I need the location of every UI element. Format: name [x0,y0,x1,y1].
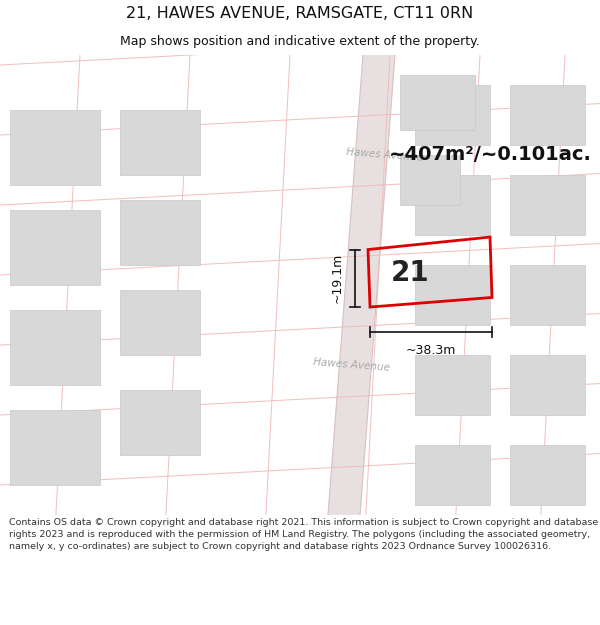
Bar [415,265,490,325]
Polygon shape [328,55,395,515]
Bar [415,175,490,235]
Bar [10,310,100,385]
Text: 21, HAWES AVENUE, RAMSGATE, CT11 0RN: 21, HAWES AVENUE, RAMSGATE, CT11 0RN [127,6,473,21]
Bar [510,85,585,145]
Bar [510,265,585,325]
Bar [120,390,200,455]
Bar [415,85,490,145]
Text: Hawes Avenue: Hawes Avenue [346,147,424,163]
Text: ~38.3m: ~38.3m [406,344,456,357]
Bar [120,200,200,265]
Bar [510,175,585,235]
Bar [10,410,100,485]
Text: ~19.1m: ~19.1m [331,253,343,303]
Bar [510,445,585,505]
Text: Map shows position and indicative extent of the property.: Map shows position and indicative extent… [120,35,480,48]
Text: Hawes Avenue: Hawes Avenue [313,357,391,373]
Bar [10,110,100,185]
Bar [400,75,475,130]
Bar [415,355,490,415]
Bar [120,290,200,355]
Text: 21: 21 [391,259,430,287]
Bar [120,110,200,175]
Text: ~407m²/~0.101ac.: ~407m²/~0.101ac. [389,146,592,164]
Bar [10,210,100,285]
Bar [400,155,460,205]
Bar [415,445,490,505]
Text: Contains OS data © Crown copyright and database right 2021. This information is : Contains OS data © Crown copyright and d… [9,518,598,551]
Bar [510,355,585,415]
